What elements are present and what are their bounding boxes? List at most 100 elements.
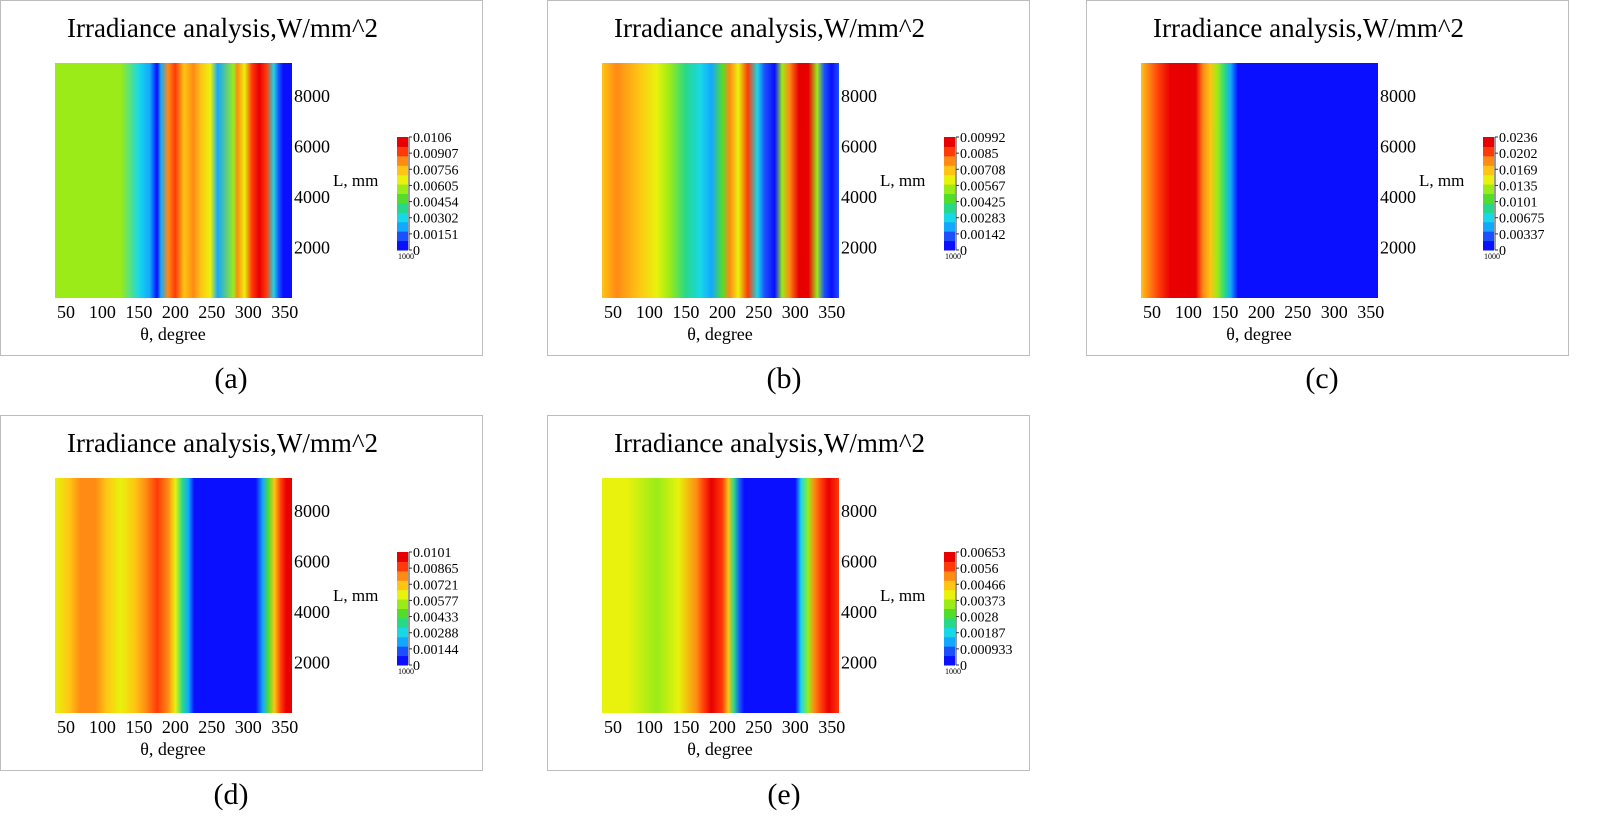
x-tick-label: 50 — [604, 302, 622, 322]
colorbar-label: 0 — [413, 244, 420, 259]
x-tick-label: 100 — [1175, 302, 1202, 322]
colorbar-segment — [397, 155, 408, 166]
colorbar-segment — [397, 589, 408, 600]
colorbar-segment — [397, 212, 408, 223]
colorbar-segment — [944, 589, 955, 600]
y-axis-label: L, mm — [1419, 171, 1464, 190]
colorbar-label: 0.00907 — [413, 147, 459, 162]
y-axis-label: L, mm — [880, 586, 925, 605]
colorbar-segment — [944, 146, 955, 157]
chart-title: Irradiance analysis,W/mm^2 — [1153, 13, 1464, 43]
chart-title: Irradiance analysis,W/mm^2 — [67, 13, 378, 43]
y-tick-label: 6000 — [294, 551, 330, 571]
x-tick-label: 350 — [271, 302, 298, 322]
colorbar-label: 0.00151 — [413, 228, 459, 243]
colorbar-segment — [944, 617, 955, 628]
colorbar-label: 0.00865 — [413, 562, 459, 577]
colorbar-segment — [397, 561, 408, 572]
y-axis-label: L, mm — [880, 171, 925, 190]
y-tick-label: 6000 — [841, 136, 877, 156]
y-tick-label: 2000 — [841, 237, 877, 257]
y-tick-label: 8000 — [1380, 86, 1416, 106]
colorbar-label: 0 — [960, 659, 967, 674]
colorbar-label: 0.00708 — [960, 163, 1006, 178]
y-tick-label: 4000 — [841, 602, 877, 622]
colorbar-segment — [1483, 165, 1494, 176]
colorbar-segment — [397, 627, 408, 638]
colorbar-label: 0.00721 — [413, 578, 459, 593]
colorbar-segment — [944, 193, 955, 204]
colorbar-segment — [397, 193, 408, 204]
colorbar-segment — [944, 231, 955, 242]
colorbar-segment — [397, 184, 408, 194]
colorbar-label: 0.0202 — [1499, 147, 1538, 162]
colorbar-segment — [1483, 174, 1494, 185]
colorbar-label: 0.00425 — [960, 196, 1006, 211]
x-tick-label: 350 — [1357, 302, 1384, 322]
y-tick-label: 2000 — [294, 652, 330, 672]
colorbar-segment — [944, 137, 955, 147]
x-axis-label: θ, degree — [140, 739, 206, 759]
colorbar-segment — [944, 599, 955, 609]
colorbar-label: 0.0106 — [413, 131, 452, 146]
colorbar-label: 0 — [960, 244, 967, 259]
chart-title: Irradiance analysis,W/mm^2 — [614, 13, 925, 43]
x-tick-label: 350 — [818, 717, 845, 737]
colorbar-segment — [944, 646, 955, 657]
colorbar-segment — [944, 552, 955, 562]
chart-title: Irradiance analysis,W/mm^2 — [67, 428, 378, 458]
colorbar-segment — [944, 184, 955, 194]
caption-b: (b) — [766, 362, 802, 395]
heatmap-field — [55, 63, 292, 298]
chart-panel-e: Irradiance analysis,W/mm^2 50 100 150 200 250… — [547, 415, 1030, 771]
x-tick-label: 300 — [782, 302, 809, 322]
colorbar-segment — [397, 240, 408, 251]
y-tick-label: 4000 — [1380, 187, 1416, 207]
colorbar-segment — [944, 655, 955, 666]
x-tick-label: 50 — [57, 717, 75, 737]
colorbar-segment — [944, 165, 955, 176]
x-tick-label: 300 — [1321, 302, 1348, 322]
x-tick-label: 50 — [604, 717, 622, 737]
colorbar-segment — [397, 608, 408, 619]
colorbar-segment — [1483, 155, 1494, 166]
x-tick-label: 200 — [162, 717, 189, 737]
colorbar-label: 0.0236 — [1499, 131, 1538, 146]
x-tick-label: 100 — [636, 717, 663, 737]
x-tick-label: 150 — [1211, 302, 1238, 322]
colorbar-segment — [397, 231, 408, 242]
colorbar-label: 0.0135 — [1499, 179, 1538, 194]
x-tick-label: 350 — [818, 302, 845, 322]
x-tick-label: 50 — [57, 302, 75, 322]
chart-panel-d: Irradiance analysis,W/mm^2 50 100 150 200 250… — [0, 415, 483, 771]
colorbar-segment — [1483, 221, 1494, 232]
colorbar-label: 0.00466 — [960, 578, 1006, 593]
colorbar-label: 0.00567 — [960, 179, 1006, 194]
y-tick-label: 4000 — [294, 187, 330, 207]
heatmap-field — [1141, 63, 1378, 298]
colorbar-label: 0.00288 — [413, 627, 459, 642]
colorbar-segment — [397, 580, 408, 591]
caption-a: (a) — [214, 362, 248, 395]
heatmap-field — [602, 63, 839, 298]
colorbar-label: 0.0028 — [960, 611, 999, 626]
colorbar-segment — [944, 580, 955, 591]
colorbar-label: 0.00605 — [413, 179, 459, 194]
x-tick-label: 250 — [745, 302, 772, 322]
colorbar-label: 0.00302 — [413, 212, 459, 227]
colorbar-label: 0.0085 — [960, 147, 999, 162]
x-tick-label: 150 — [125, 302, 152, 322]
colorbar-segment — [397, 202, 408, 213]
x-tick-label: 100 — [89, 717, 116, 737]
caption-d: (d) — [213, 778, 249, 811]
y-tick-label: 8000 — [294, 86, 330, 106]
colorbar-segment — [944, 221, 955, 232]
colorbar-segment — [397, 655, 408, 666]
colorbar-bottom-label: 1000 — [398, 667, 414, 676]
x-axis-label: θ, degree — [687, 324, 753, 344]
x-tick-label: 150 — [125, 717, 152, 737]
colorbar-bottom-label: 1000 — [945, 667, 961, 676]
colorbar-label: 0.00454 — [413, 196, 459, 211]
y-tick-label: 4000 — [294, 602, 330, 622]
y-tick-label: 6000 — [1380, 136, 1416, 156]
